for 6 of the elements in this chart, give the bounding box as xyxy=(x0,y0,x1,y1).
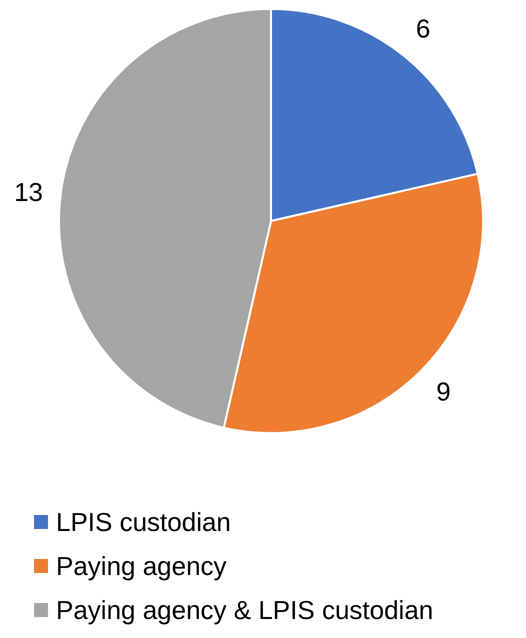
legend-label: Paying agency xyxy=(56,550,227,582)
data-label: 9 xyxy=(436,376,451,407)
data-label: 6 xyxy=(416,13,430,44)
legend-label: LPIS custodian xyxy=(56,506,231,538)
legend-label: Paying agency & LPIS custodian xyxy=(56,594,434,626)
data-label: 13 xyxy=(14,176,43,207)
